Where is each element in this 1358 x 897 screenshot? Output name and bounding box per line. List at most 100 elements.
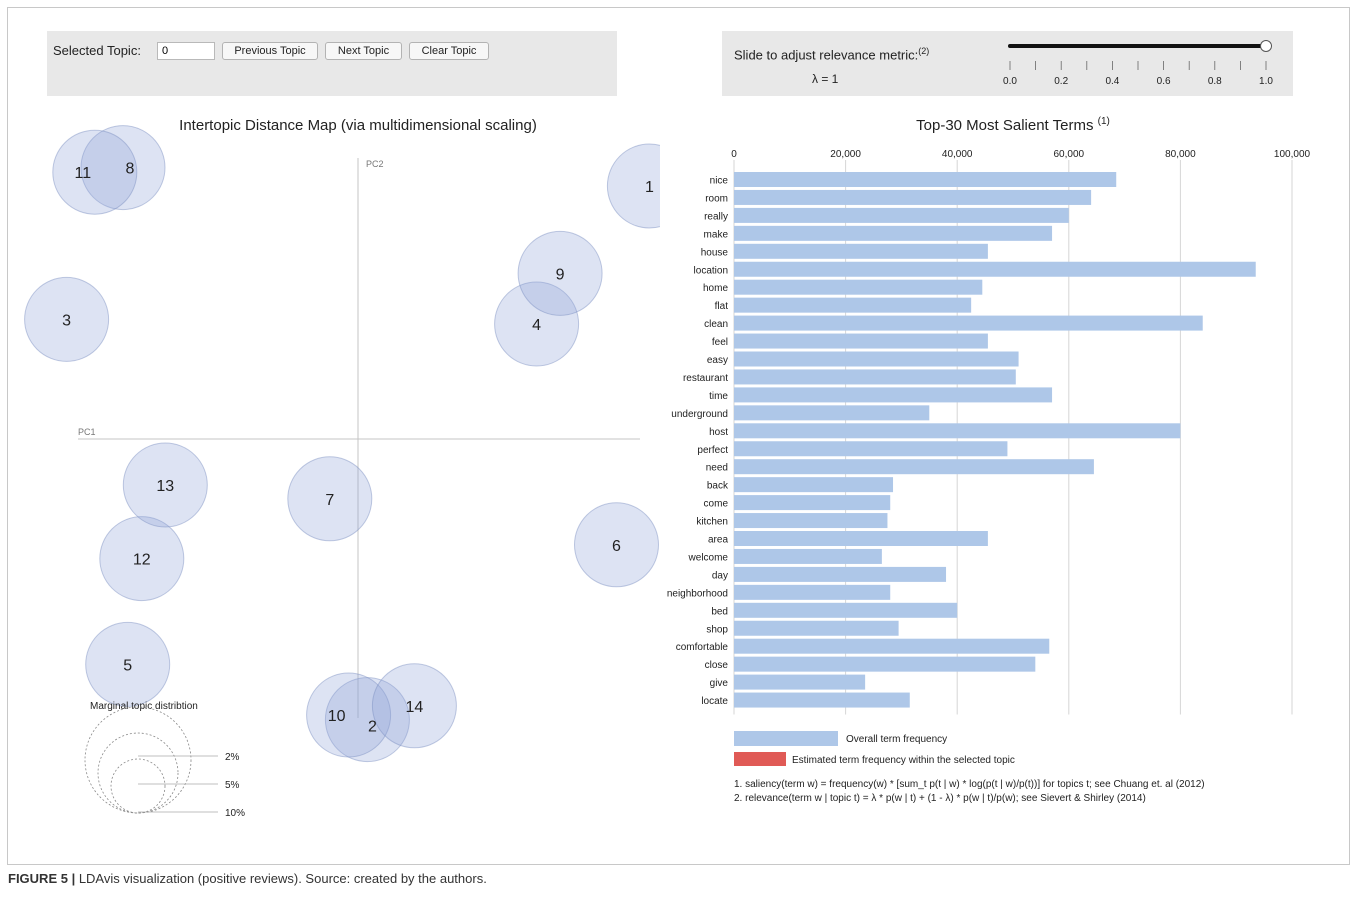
- term-bar-home: [734, 279, 983, 295]
- term-bar-restaurant: [734, 369, 1016, 385]
- term-label: day: [712, 570, 728, 581]
- previous-topic-button[interactable]: Previous Topic: [222, 42, 318, 60]
- marginal-legend-circle: [84, 706, 192, 814]
- term-bar-close: [734, 656, 1036, 672]
- term-label: kitchen: [696, 517, 728, 528]
- legend-overall-label: Overall term frequency: [846, 734, 947, 745]
- term-bar-back: [734, 477, 894, 493]
- topic-circle-4: [494, 281, 580, 367]
- figure-caption: FIGURE 5 | LDAvis visualization (positiv…: [8, 871, 487, 886]
- pc2-axis-label: PC2: [366, 159, 384, 169]
- slider-tick-label: 0.2: [1054, 76, 1068, 87]
- topic-label-5: 5: [123, 657, 132, 674]
- topic-label-9: 9: [556, 266, 565, 283]
- term-label: close: [705, 660, 729, 671]
- topic-label-3: 3: [62, 312, 71, 329]
- topic-circle-9: [517, 230, 603, 316]
- x-tick-label: 100,000: [1274, 149, 1311, 160]
- term-bar-house: [734, 243, 988, 259]
- topic-label-14: 14: [406, 699, 424, 716]
- term-bar-feel: [734, 333, 988, 349]
- topic-label-7: 7: [325, 492, 334, 509]
- term-label: underground: [671, 409, 728, 420]
- topic-label-10: 10: [328, 708, 346, 725]
- term-bar-comfortable: [734, 638, 1050, 654]
- x-tick-label: 40,000: [942, 149, 973, 160]
- legend-overall-swatch: [734, 731, 838, 746]
- term-label: locate: [701, 696, 728, 707]
- term-bar-perfect: [734, 441, 1008, 457]
- slider-handle[interactable]: [1260, 40, 1272, 52]
- term-label: restaurant: [683, 373, 728, 384]
- term-bar-area: [734, 531, 988, 546]
- term-label: back: [707, 481, 729, 492]
- term-bar-really: [734, 207, 1069, 223]
- marginal-legend-title: Marginal topic distribtion: [90, 701, 198, 712]
- topic-label-1: 1: [645, 179, 654, 196]
- slider-tick-label: 0.6: [1157, 76, 1171, 87]
- term-label: nice: [710, 176, 729, 187]
- term-bar-underground: [734, 405, 930, 421]
- topic-circle-11: [52, 129, 138, 215]
- selected-topic-input[interactable]: [157, 42, 215, 60]
- bar-chart-title-sup: (1): [1098, 116, 1110, 127]
- footnote-2: 2. relevance(term w | topic t) = λ * p(w…: [734, 793, 1146, 804]
- marginal-legend-label: 2%: [225, 752, 240, 763]
- slider-tick-label: 0.8: [1208, 76, 1222, 87]
- footnote-1: 1. saliency(term w) = frequency(w) * [su…: [734, 779, 1205, 790]
- x-tick-label: 60,000: [1054, 149, 1085, 160]
- topic-label-12: 12: [133, 552, 151, 569]
- term-bar-neighborhood: [734, 584, 891, 600]
- slider-tick-label: 1.0: [1259, 76, 1273, 87]
- term-bar-make: [734, 225, 1053, 241]
- term-bar-welcome: [734, 548, 882, 564]
- intertopic-distance-map: Intertopic Distance Map (via multidimens…: [24, 117, 660, 819]
- topic-circle-7: [287, 456, 373, 542]
- term-bar-give: [734, 674, 866, 690]
- x-tick-label: 0: [731, 149, 737, 160]
- term-label: area: [708, 535, 728, 546]
- topic-controls-panel: [47, 31, 617, 96]
- term-bar-room: [734, 189, 1092, 205]
- term-label: easy: [707, 355, 728, 366]
- relevance-slider[interactable]: 0.0 0.2 0.4 0.6 0.8 1.0: [990, 36, 1290, 92]
- topic-circle-14: [371, 663, 457, 749]
- topic-circle-2: [324, 677, 410, 763]
- term-bar-time: [734, 387, 1053, 403]
- term-bar-bed: [734, 602, 958, 618]
- salient-terms-chart: Top-30 Most Salient Terms (1) 0 20,000 40,0…: [667, 116, 1311, 804]
- term-bar-location: [734, 261, 1256, 277]
- figure-frame: [7, 7, 1350, 865]
- term-label: host: [709, 427, 728, 438]
- term-bar-shop: [734, 620, 899, 636]
- term-label: house: [701, 247, 729, 258]
- topic-label-11: 11: [74, 165, 91, 182]
- topic-circle-8: [80, 125, 166, 211]
- topic-circle-5: [85, 621, 171, 707]
- term-bar-easy: [734, 351, 1019, 367]
- term-label: give: [710, 678, 729, 689]
- caption-text: LDAvis visualization (positive reviews).…: [75, 871, 487, 886]
- topic-label-4: 4: [532, 317, 541, 334]
- marginal-legend-label: 5%: [225, 780, 240, 791]
- term-label: perfect: [697, 445, 728, 456]
- term-bar-come: [734, 495, 891, 511]
- term-label: shop: [706, 624, 728, 635]
- scatter-title: Intertopic Distance Map (via multidimens…: [179, 117, 537, 134]
- topic-circle-3: [24, 276, 110, 362]
- term-bar-need: [734, 459, 1094, 475]
- term-bar-flat: [734, 297, 972, 313]
- term-label: bed: [711, 606, 728, 617]
- next-topic-button[interactable]: Next Topic: [325, 42, 402, 60]
- term-bar-day: [734, 566, 947, 582]
- pc1-axis-label: PC1: [78, 427, 96, 437]
- slider-tick-label: 0.4: [1105, 76, 1119, 87]
- topic-circle-10: [306, 672, 392, 758]
- x-tick-label: 80,000: [1165, 149, 1196, 160]
- term-label: need: [706, 463, 728, 474]
- term-label: make: [704, 229, 729, 240]
- marginal-legend-label: 10%: [225, 808, 245, 819]
- topic-circle-12: [99, 516, 185, 602]
- term-label: room: [705, 193, 728, 204]
- clear-topic-button[interactable]: Clear Topic: [409, 42, 489, 60]
